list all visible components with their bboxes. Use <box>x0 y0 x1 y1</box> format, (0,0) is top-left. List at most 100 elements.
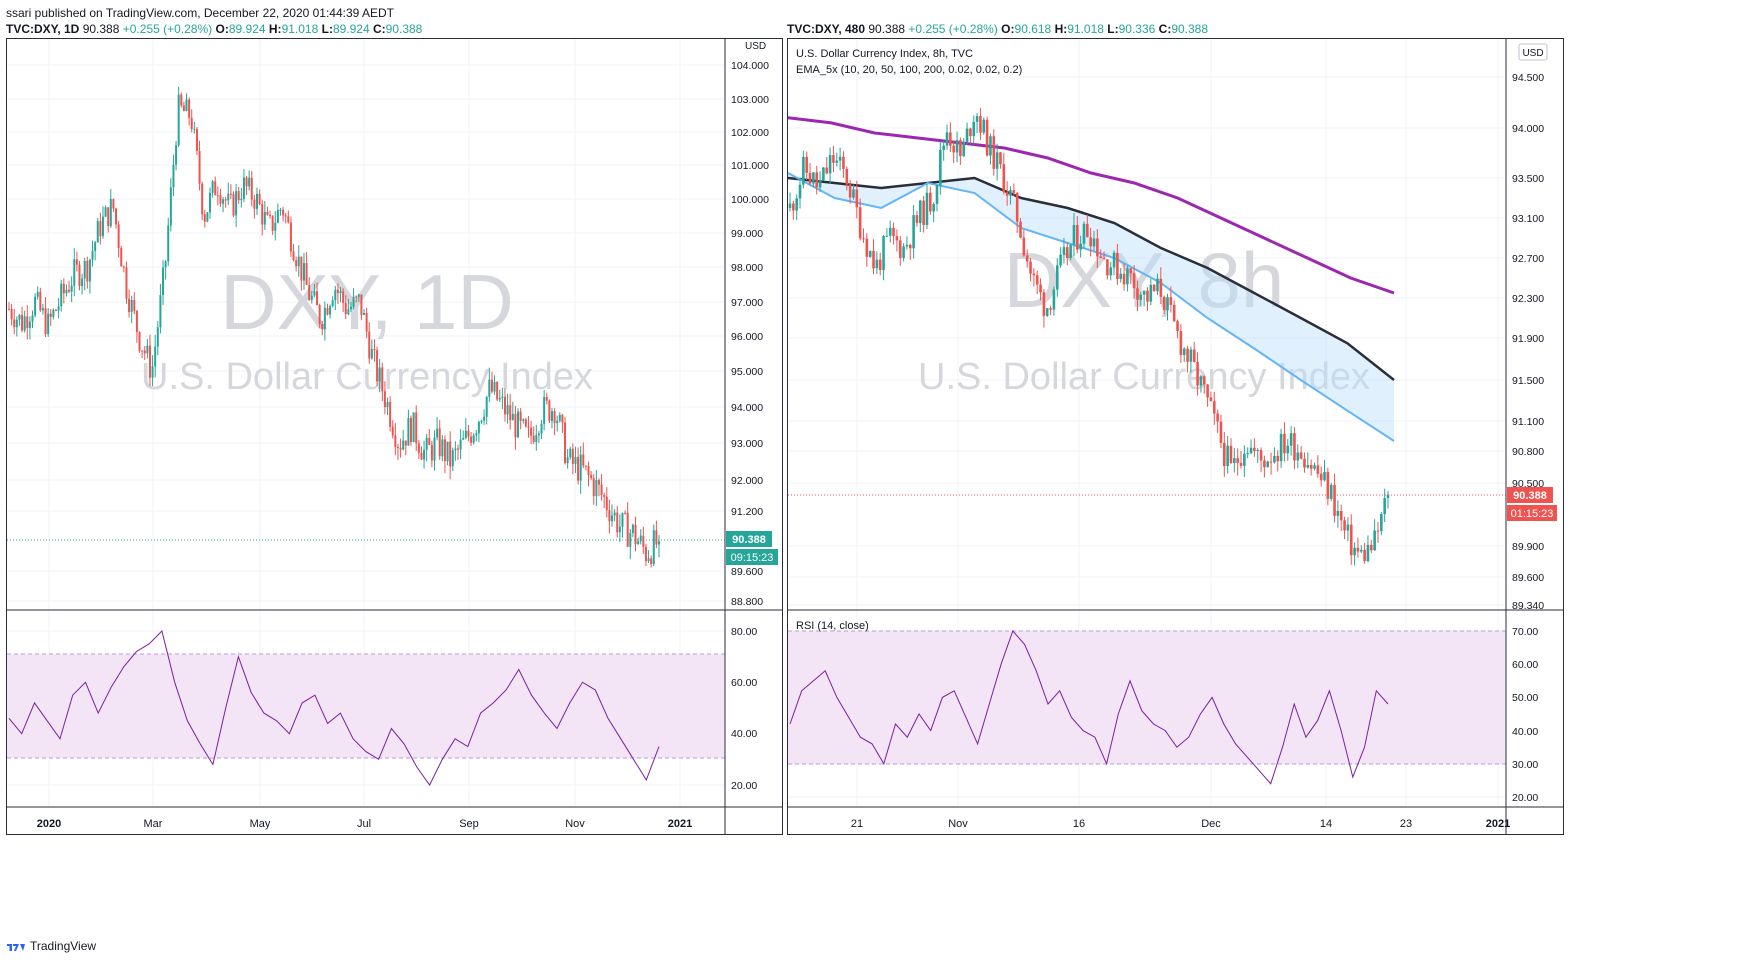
left-candle-body <box>402 440 405 450</box>
left-candle-body <box>423 449 426 460</box>
right-candle-body <box>1065 247 1069 259</box>
right-candle-body <box>868 250 872 257</box>
right-candle-body <box>815 172 819 188</box>
left-candle-body <box>597 480 600 485</box>
left-candle-body <box>376 350 379 382</box>
left-candle-body <box>394 435 397 448</box>
right-candle-body <box>1192 349 1196 362</box>
right-candle-body <box>1366 544 1370 562</box>
right-candle-body <box>1253 447 1256 451</box>
left-candle-body <box>360 294 363 315</box>
left-candle-body <box>83 260 86 279</box>
right-rsi-tick: 60.00 <box>1512 659 1538 671</box>
right-candle-body <box>979 116 982 133</box>
left-candle-body <box>99 221 102 237</box>
right-candle-body <box>989 136 992 156</box>
left-candle-body <box>605 496 608 511</box>
right-candle-body <box>878 259 882 270</box>
left-candle-body <box>287 216 290 223</box>
left-candle-body <box>316 291 319 306</box>
left-candle-body <box>323 307 326 330</box>
left-candle-body <box>68 289 71 292</box>
left-candle-body <box>503 396 506 415</box>
right-candle-body <box>1349 524 1353 556</box>
right-candle-body <box>1256 449 1260 451</box>
left-candle-body <box>347 309 350 314</box>
right-candle-body <box>1092 238 1096 247</box>
right-currency-box[interactable] <box>1518 43 1548 61</box>
right-candle-body <box>1323 471 1326 481</box>
left-time-tick: Mar <box>144 818 163 830</box>
left-candle-body <box>577 456 580 481</box>
left-candle-body <box>305 263 308 285</box>
left-candle-body <box>122 266 125 268</box>
right-candle-body <box>795 198 798 211</box>
left-candle-body <box>334 289 337 301</box>
right-candle-body <box>922 200 925 225</box>
right-candle-body <box>1339 511 1343 521</box>
left-candle-body <box>198 151 201 184</box>
left-candle-body <box>258 193 261 205</box>
footer-brand: TradingView <box>30 939 97 953</box>
right-candle-body <box>1116 252 1119 280</box>
left-candle-body <box>235 191 238 216</box>
right-candle-body <box>1263 460 1266 468</box>
right-candle-body <box>952 145 955 153</box>
right-candle-body <box>1102 258 1106 260</box>
left-price-tick: 92.000 <box>731 475 763 487</box>
left-candle-body <box>642 535 645 547</box>
left-candle-body <box>308 284 311 301</box>
left-candle-body <box>430 444 433 461</box>
left-candle-body <box>524 419 527 427</box>
left-candle-body <box>389 401 392 427</box>
left-candle-body <box>130 299 133 313</box>
left-candle-body <box>86 260 89 282</box>
left-candle-body <box>289 222 292 252</box>
right-candle-body <box>1369 544 1373 551</box>
left-chart-svg[interactable]: DXY, 1D U.S. Dollar Currency Index USD 1… <box>7 39 782 834</box>
left-candle-body <box>62 283 65 294</box>
left-candle-body <box>498 398 501 400</box>
left-candle-body <box>373 348 376 351</box>
right-candle-body <box>1042 292 1046 316</box>
right-chart-panel[interactable]: DXY, 8h U.S. Dollar Currency Index U.S. … <box>787 38 1564 835</box>
left-candle-body <box>412 412 415 442</box>
left-candle-body <box>78 264 81 287</box>
right-candle-body <box>828 155 832 174</box>
left-candle-body <box>269 214 272 216</box>
right-candle-body <box>1039 284 1042 293</box>
left-candle-body <box>475 433 478 436</box>
right-candle-body <box>1353 547 1356 556</box>
left-candle-body <box>417 443 420 453</box>
right-candle-body <box>985 119 989 156</box>
right-chart-svg[interactable]: DXY, 8h U.S. Dollar Currency Index U.S. … <box>787 39 1563 834</box>
left-candle-body <box>18 314 21 320</box>
left-candle-body <box>321 323 324 330</box>
right-candle-body <box>1226 445 1229 467</box>
right-candle-body <box>1132 273 1136 289</box>
right-candle-body <box>1326 471 1330 499</box>
left-candle-body <box>125 267 128 299</box>
left-candle-body <box>39 291 42 311</box>
left-candle-body <box>477 421 480 434</box>
left-candle-body <box>436 428 439 438</box>
left-rsi-tick: 60.00 <box>731 677 757 689</box>
right-time-tick: 23 <box>1400 818 1412 830</box>
left-candle-body <box>31 315 34 322</box>
right-candle-body <box>842 156 845 169</box>
left-candle-body <box>352 296 355 307</box>
left-candle-body <box>245 177 248 187</box>
left-candle-body <box>404 440 407 446</box>
left-candle-body <box>91 250 94 260</box>
footer[interactable]: TradingView <box>6 939 96 953</box>
left-chart-panel[interactable]: DXY, 1D U.S. Dollar Currency Index USD 1… <box>6 38 783 835</box>
left-candle-body <box>451 450 454 467</box>
right-price-tick: 92.300 <box>1512 293 1544 305</box>
left-candle-body <box>462 438 465 440</box>
right-candle-body <box>858 207 862 239</box>
left-candle-body <box>611 515 614 522</box>
right-candle-body <box>1373 530 1376 551</box>
left-candle-body <box>485 396 488 417</box>
left-candle-body <box>279 209 282 211</box>
left-candle-body <box>232 193 235 216</box>
